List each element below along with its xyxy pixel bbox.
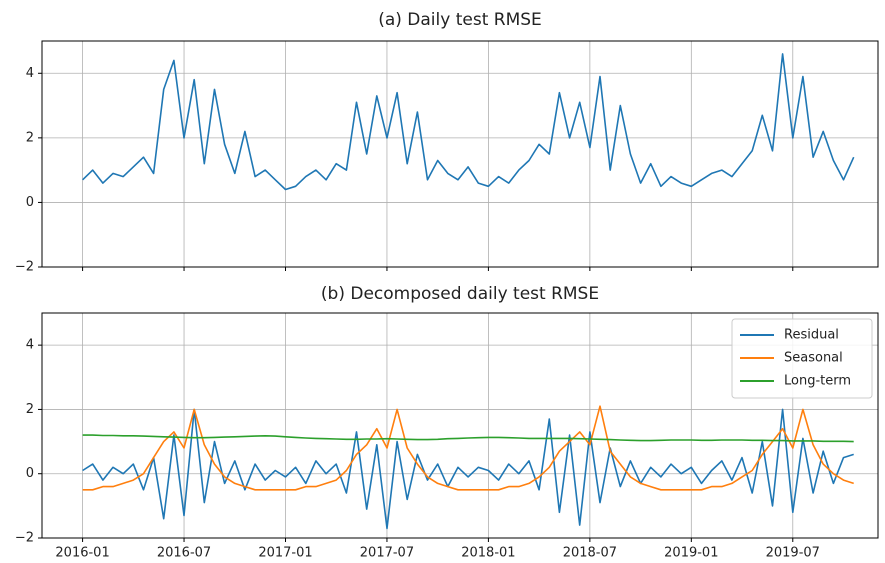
y-tick-label: −2 (15, 260, 34, 275)
data-line (82, 53, 855, 191)
x-tick-label: 2016-01 (55, 546, 109, 561)
legend-box (731, 318, 873, 399)
data-line (82, 408, 854, 530)
legend-label: Residual (784, 328, 839, 343)
data-line (82, 405, 854, 491)
x-tick-label: 2019-07 (766, 546, 820, 561)
y-tick-label: 0 (26, 466, 34, 481)
x-tick-label: 2018-07 (563, 546, 617, 561)
y-tick-label: −2 (15, 531, 34, 546)
y-tick-label: 2 (26, 402, 34, 417)
x-tick-label: 2019-01 (664, 546, 718, 561)
y-tick-label: 2 (26, 130, 34, 145)
x-tick-label: 2017-07 (360, 546, 414, 561)
chart-title: (b) Decomposed daily test RMSE (321, 284, 599, 304)
plot-frame (41, 312, 879, 539)
data-line (82, 434, 854, 443)
plot-frame (41, 40, 879, 268)
x-tick-label: 2017-01 (258, 546, 312, 561)
y-tick-label: 0 (26, 195, 34, 210)
x-tick-label: 2016-07 (157, 546, 211, 561)
y-tick-label: 4 (26, 66, 34, 81)
legend-label: Long-term (784, 374, 851, 389)
x-tick-label: 2018-01 (461, 546, 515, 561)
y-tick-label: 4 (26, 338, 34, 353)
legend-label: Seasonal (784, 351, 843, 366)
chart-title: (a) Daily test RMSE (378, 10, 542, 30)
